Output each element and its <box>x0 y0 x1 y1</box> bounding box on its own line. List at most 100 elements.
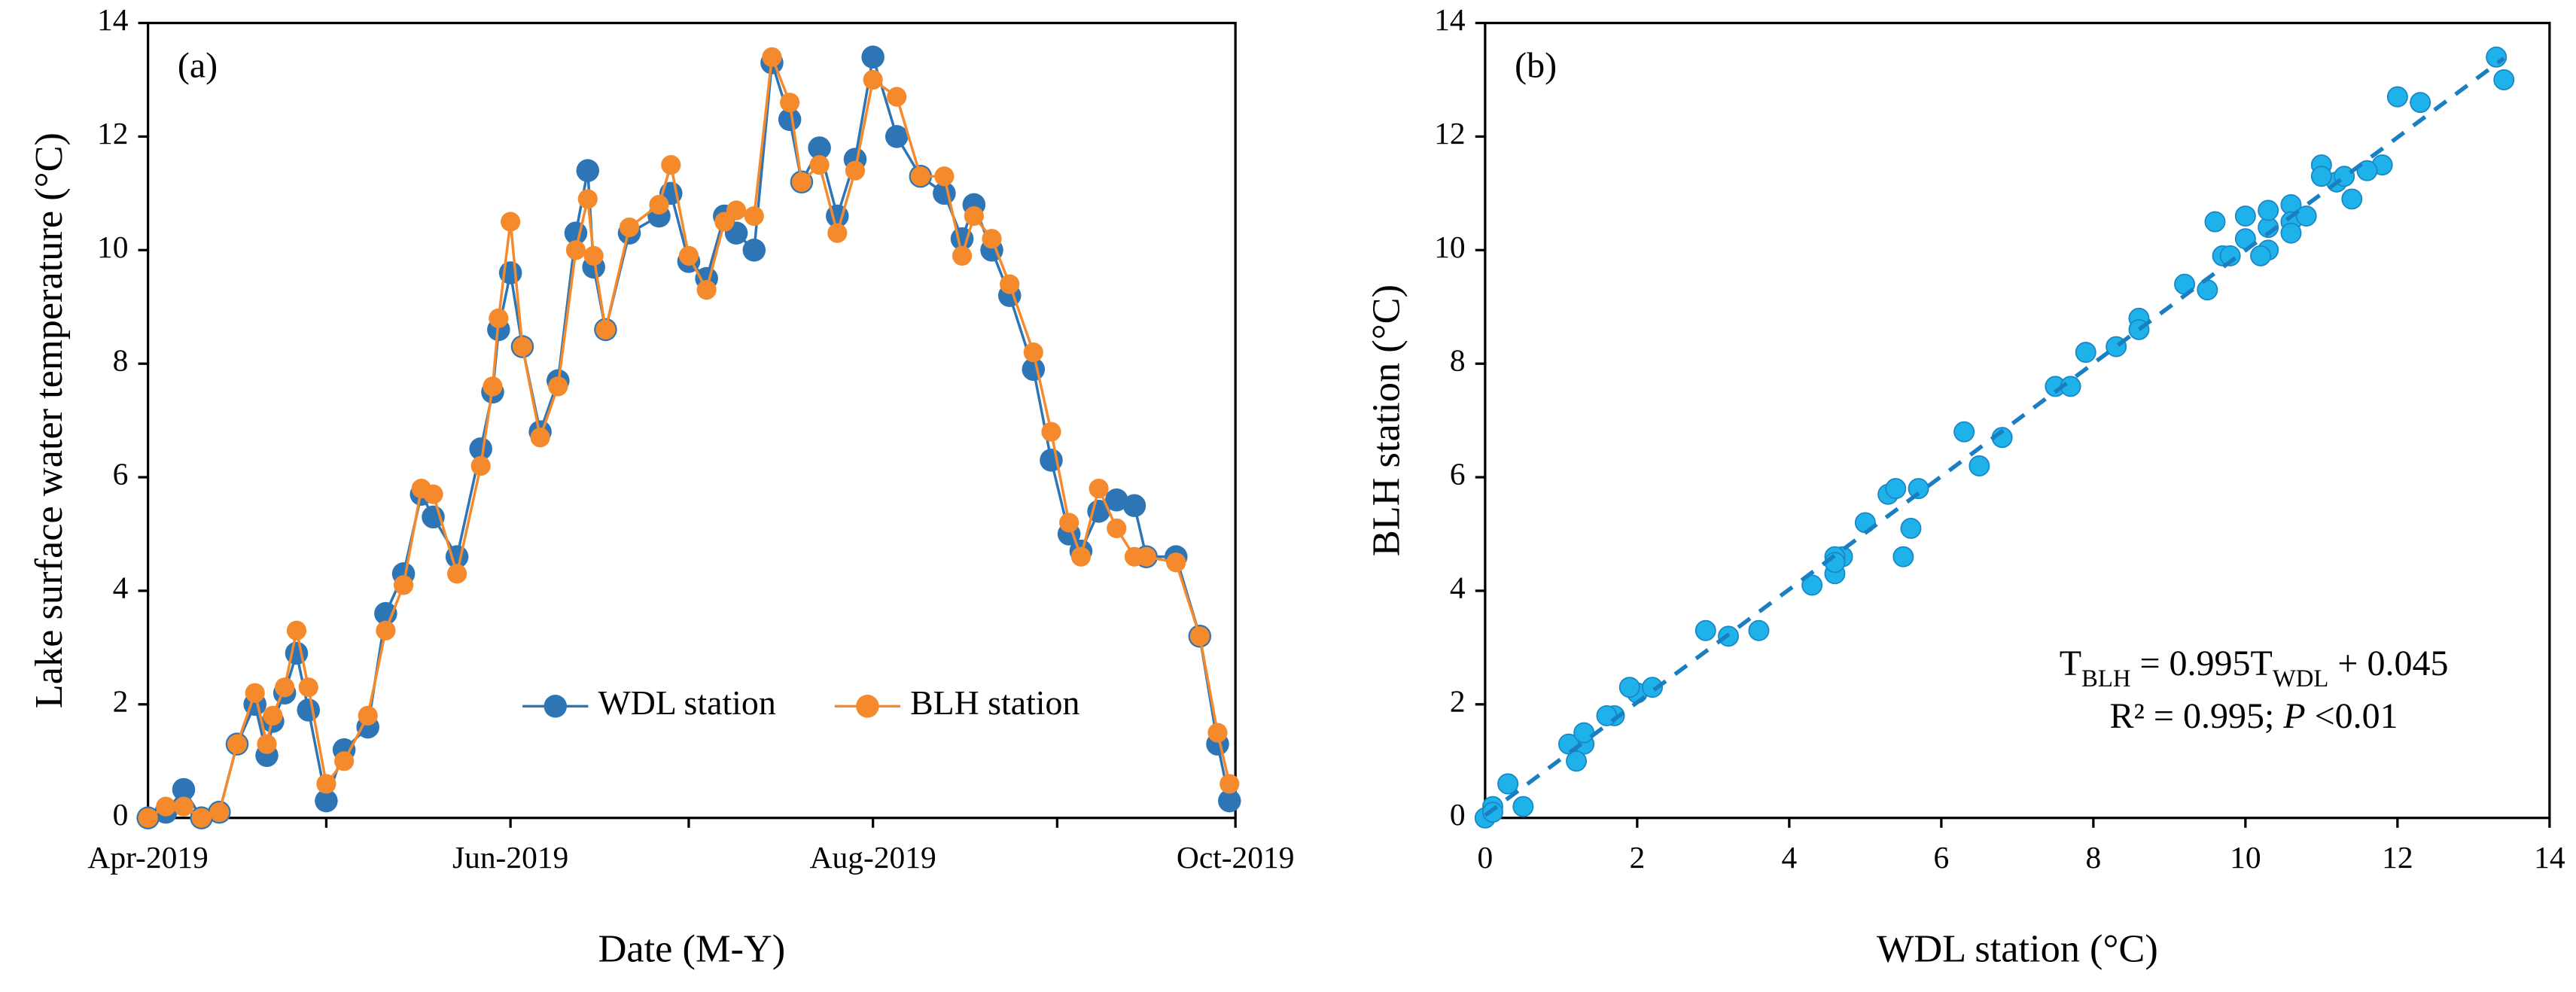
y-tick-label: 14 <box>97 2 129 37</box>
y-tick-label: 0 <box>1450 797 1466 832</box>
data-point <box>2204 211 2226 233</box>
data-point <box>1122 494 1146 518</box>
y-tick-label: 2 <box>113 683 129 718</box>
data-point <box>1218 789 1241 813</box>
data-point <box>298 677 318 698</box>
annotation-part: <0.01 <box>2306 696 2398 736</box>
data-point <box>172 777 196 802</box>
data-point <box>358 705 378 726</box>
y-axis-label: BLH station (°C) <box>1364 285 1408 556</box>
data-point <box>649 194 669 215</box>
x-tick-label: 4 <box>1781 840 1797 875</box>
data-point <box>2386 86 2408 108</box>
y-tick-label: 12 <box>97 116 128 151</box>
data-point <box>1023 342 1043 363</box>
data-point <box>1953 421 1975 443</box>
data-point <box>2341 188 2363 210</box>
data-point <box>863 69 883 90</box>
panel: 0 2 4 6 8 10 12 14 0 2 4 6 8 10 12 14 WDL station (°C) BL… <box>1364 2 2565 971</box>
data-point <box>173 796 194 817</box>
data-point <box>910 166 930 187</box>
panel-label: (b) <box>1515 46 1557 86</box>
data-point <box>1059 513 1079 533</box>
data-point <box>334 751 355 771</box>
data-point <box>952 245 973 266</box>
data-point <box>1801 574 1823 596</box>
data-point <box>2219 245 2241 266</box>
data-point <box>285 641 309 665</box>
annotation-part: P <box>2282 696 2305 736</box>
data-point <box>696 280 717 300</box>
data-point <box>263 705 283 726</box>
data-point <box>661 155 681 175</box>
data-point <box>446 564 467 584</box>
y-tick-label: 6 <box>1450 457 1466 491</box>
x-tick-label: 10 <box>2230 840 2261 875</box>
data-point <box>1694 619 1716 641</box>
data-point <box>934 166 955 187</box>
y-tick-label: 8 <box>113 343 129 378</box>
fit-line <box>1484 56 2505 817</box>
data-point <box>619 218 640 238</box>
panel: 0 2 4 6 8 10 12 14 Apr-2019 Jun-2019 Aug-2019 Oct-2… <box>27 2 1294 971</box>
annotation-part: T <box>2060 644 2081 683</box>
y-tick-label: 6 <box>113 457 129 491</box>
data-point <box>1166 552 1186 573</box>
x-tick-label: Aug-2019 <box>810 840 936 875</box>
data-point <box>1748 619 1770 641</box>
plot-frame <box>1484 21 2551 820</box>
data-point <box>470 455 491 476</box>
y-tick-label: 4 <box>113 570 129 604</box>
x-tick-label: 12 <box>2382 840 2413 875</box>
data-point <box>1189 626 1210 647</box>
data-point <box>583 245 604 266</box>
data-point <box>1908 478 1929 500</box>
data-point <box>1573 722 1595 744</box>
x-tick-label: 0 <box>1477 840 1493 875</box>
data-point <box>1596 704 1618 726</box>
data-point <box>501 211 521 232</box>
x-tick-label: Jun-2019 <box>452 840 568 875</box>
x-tick-label: 6 <box>1933 840 1949 875</box>
y-tick-label: 12 <box>1434 116 1465 151</box>
y-tick-label: 10 <box>97 230 128 264</box>
data-point <box>778 108 802 132</box>
data-point <box>1618 677 1640 698</box>
data-point <box>286 620 307 641</box>
data-point <box>982 229 1002 249</box>
data-point <box>2075 342 2096 364</box>
legend-label: BLH station <box>910 683 1079 722</box>
data-point <box>595 319 616 340</box>
y-tick-label: 2 <box>1450 683 1466 718</box>
data-point <box>2250 245 2272 266</box>
y-tick-label: 10 <box>1434 230 1465 264</box>
data-point <box>1207 723 1228 743</box>
data-point <box>1969 455 1990 476</box>
data-point <box>227 734 248 754</box>
plot-frame <box>146 21 1237 820</box>
data-point <box>1070 546 1092 567</box>
data-point <box>275 677 295 698</box>
x-axis-label: Date (M-Y) <box>598 927 786 971</box>
y-tick-label: 14 <box>1434 2 1466 37</box>
legend-marker <box>856 695 879 718</box>
x-tick-label: 8 <box>2085 840 2101 875</box>
data-point <box>742 239 766 262</box>
x-axis-label: WDL station (°C) <box>1877 927 2158 971</box>
data-point <box>762 47 782 67</box>
data-point <box>827 223 848 243</box>
data-point <box>489 308 509 328</box>
y-tick-label: 4 <box>1450 570 1466 604</box>
annotation-part: WDL <box>2273 665 2329 692</box>
data-point <box>209 802 230 823</box>
data-point <box>845 160 866 181</box>
data-point <box>808 136 831 160</box>
data-point <box>1041 421 1061 442</box>
data-point <box>861 45 885 69</box>
data-point <box>297 698 321 722</box>
data-point <box>744 205 764 227</box>
data-point <box>576 159 600 182</box>
data-point <box>257 734 277 754</box>
data-point <box>423 484 443 504</box>
data-point <box>1089 479 1109 499</box>
